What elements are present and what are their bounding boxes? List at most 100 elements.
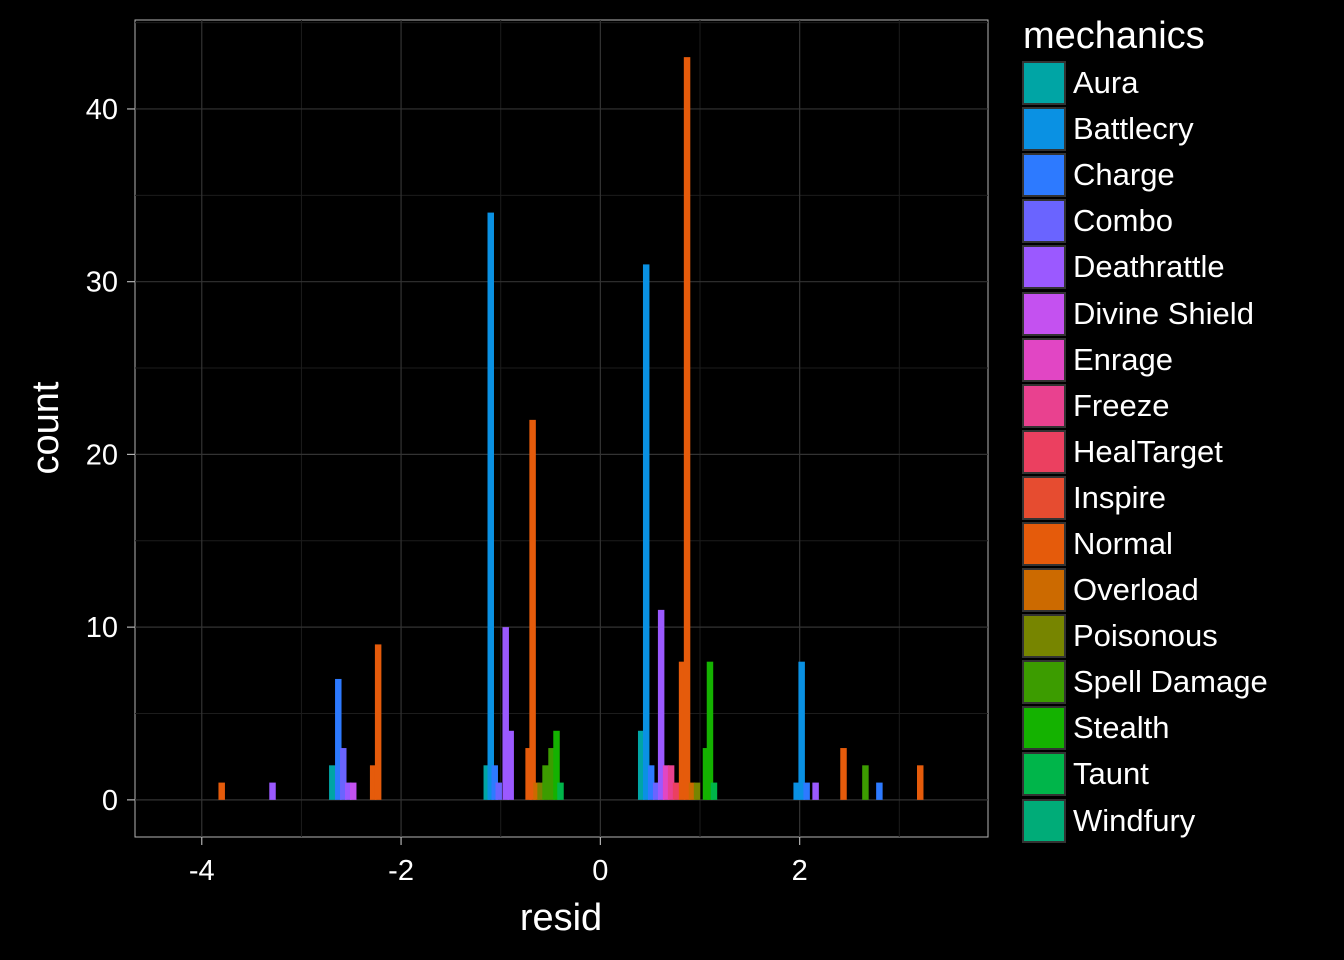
y-tick-label: 0 — [102, 785, 118, 817]
bar-poisonous — [693, 782, 701, 800]
bar-aura — [637, 730, 645, 800]
legend-key-swatch — [1022, 245, 1066, 290]
y-tick-label: 30 — [86, 267, 118, 299]
legend-label: Battlecry — [1073, 111, 1194, 147]
legend-item: Battlecry — [1022, 106, 1268, 152]
legend-key-swatch — [1022, 614, 1066, 659]
x-tick-label: 2 — [792, 855, 808, 887]
legend-items: Aura Battlecry Charge Combo Deathrattle Divin… — [1022, 60, 1268, 844]
legend-item: Taunt — [1022, 751, 1268, 797]
x-tick-label: -2 — [388, 855, 414, 887]
legend-key-swatch — [1022, 521, 1066, 566]
x-axis-title: resid — [520, 897, 602, 939]
bar-deathrattle — [657, 609, 665, 800]
legend-label: Freeze — [1073, 387, 1170, 423]
legend-key-swatch — [1022, 383, 1066, 428]
y-tick-label: 20 — [86, 439, 118, 471]
bar-battlecry — [487, 212, 494, 800]
legend-key-swatch — [1022, 429, 1066, 474]
legend-label: Enrage — [1073, 341, 1173, 377]
legend-item: Overload — [1022, 567, 1268, 613]
legend-item: Charge — [1022, 152, 1268, 198]
legend-key-swatch — [1022, 337, 1066, 382]
bar-spell-damage — [548, 748, 555, 800]
bar-deathrattle — [502, 627, 509, 800]
legend-title: mechanics — [1023, 15, 1205, 57]
bar-combo — [495, 782, 502, 800]
legend-item: Spell Damage — [1022, 659, 1268, 705]
legend-item: Divine Shield — [1022, 290, 1268, 336]
legend-item: Poisonous — [1022, 613, 1268, 659]
bar-normal — [840, 748, 847, 800]
legend-label: Inspire — [1073, 479, 1167, 515]
legend-item: Normal — [1022, 521, 1268, 567]
bar-deathrattle — [812, 782, 819, 800]
bar-healtarget — [672, 782, 680, 800]
legend-key-swatch — [1022, 199, 1066, 244]
bar-battlecry — [798, 661, 805, 800]
legend-key-swatch — [1022, 798, 1066, 843]
legend: mechanics Aura Battlecry Charge Combo Deathr… — [1022, 14, 1268, 844]
bar-stealth — [702, 748, 710, 800]
bar-overload — [533, 782, 540, 800]
legend-label: Normal — [1073, 525, 1173, 561]
bar-normal — [525, 748, 532, 800]
legend-item: Freeze — [1022, 383, 1268, 429]
bar-combo — [652, 782, 660, 800]
bar-normal — [683, 57, 691, 800]
legend-item: Inspire — [1022, 475, 1268, 521]
bar-stealth — [706, 661, 714, 800]
bar-taunt — [710, 782, 718, 800]
legend-item: Deathrattle — [1022, 244, 1268, 290]
bar-normal — [529, 419, 536, 800]
bar-deathrattle — [345, 782, 352, 800]
bar-enrage — [662, 765, 670, 800]
legend-key-swatch — [1022, 660, 1066, 705]
bar-overload — [688, 782, 696, 800]
bar-deathrattle — [269, 782, 276, 800]
legend-item: Combo — [1022, 198, 1268, 244]
x-tick-label: -4 — [189, 855, 215, 887]
legend-key-swatch — [1022, 706, 1066, 751]
x-tick-label: 0 — [592, 855, 608, 887]
legend-key-swatch — [1022, 568, 1066, 613]
legend-label: Overload — [1073, 572, 1199, 608]
bar-layer — [218, 57, 924, 800]
legend-item: HealTarget — [1022, 429, 1268, 475]
bar-normal — [916, 765, 924, 800]
legend-label: Taunt — [1073, 756, 1149, 792]
bar-charge — [803, 782, 810, 800]
legend-key-swatch — [1022, 61, 1066, 106]
legend-label: HealTarget — [1073, 433, 1223, 469]
bar-spell-damage — [862, 765, 869, 800]
legend-label: Stealth — [1073, 710, 1170, 746]
bar-charge — [876, 782, 883, 800]
legend-label: Charge — [1073, 157, 1175, 193]
bar-charge — [491, 765, 498, 800]
legend-item: Stealth — [1022, 705, 1268, 751]
bar-divine-shield — [349, 782, 357, 800]
legend-item: Aura — [1022, 60, 1268, 106]
bar-poisonous — [537, 782, 544, 800]
legend-label: Combo — [1073, 203, 1173, 239]
bar-aura — [329, 765, 336, 800]
bar-charge — [335, 678, 342, 800]
bar-normal — [374, 644, 382, 800]
legend-label: Deathrattle — [1073, 249, 1225, 285]
bar-normal — [369, 765, 377, 800]
bar-normal — [218, 782, 225, 800]
bar-combo — [340, 748, 347, 800]
legend-key-swatch — [1022, 107, 1066, 152]
plot-panel — [134, 19, 989, 838]
legend-item: Enrage — [1022, 337, 1268, 383]
legend-key-swatch — [1022, 475, 1066, 520]
bar-taunt — [557, 782, 564, 800]
y-axis-title: count — [25, 381, 67, 474]
y-tick-label: 40 — [86, 94, 118, 126]
bar-battlecry — [642, 264, 650, 800]
bar-aura — [483, 765, 491, 800]
legend-label: Spell Damage — [1073, 664, 1268, 700]
bar-stealth — [553, 730, 560, 800]
